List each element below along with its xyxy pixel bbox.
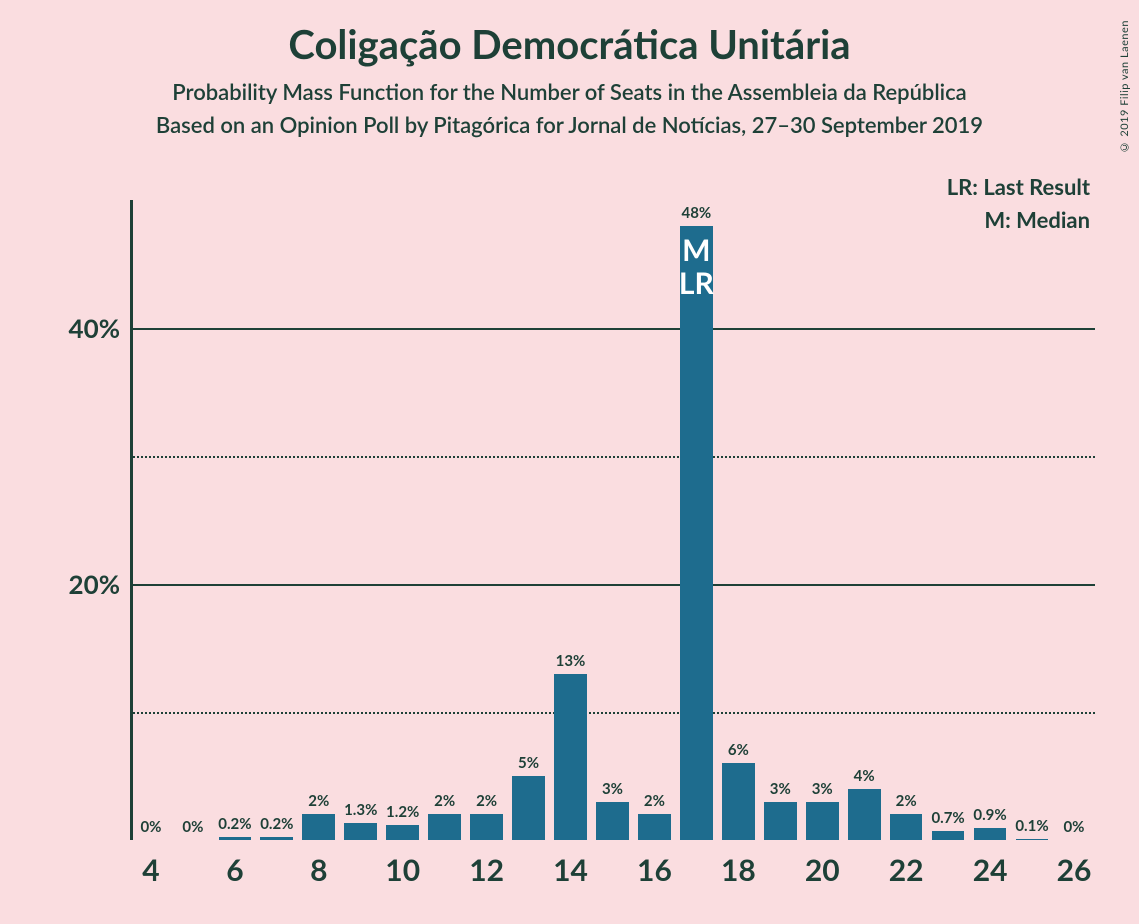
bar-slot: 48% MLR bbox=[675, 200, 717, 840]
chart-area: LR: Last Result M: Median 0%0%0.2%0.2%2%… bbox=[60, 170, 1110, 890]
title-block: Coligação Democrática Unitária Probabili… bbox=[0, 0, 1139, 138]
x-tick-label: 12 bbox=[469, 852, 504, 888]
bar-value-label: 1.2% bbox=[386, 803, 419, 821]
bar-value-label: 13% bbox=[556, 652, 586, 670]
x-tick-label: 10 bbox=[385, 852, 420, 888]
bar-slot: 6% bbox=[717, 200, 759, 840]
x-tick-label: 26 bbox=[1057, 852, 1092, 888]
bar: 0.1% bbox=[1016, 839, 1049, 840]
bar: 3% bbox=[806, 802, 839, 840]
bar-slot: 2% bbox=[885, 200, 927, 840]
bar-value-label: 0% bbox=[182, 818, 203, 836]
bar-slot: 0.1% bbox=[1011, 200, 1053, 840]
bar-slot: 4% bbox=[843, 200, 885, 840]
bar-value-label: 0.2% bbox=[218, 815, 251, 833]
bar-value-label: 0.9% bbox=[973, 806, 1006, 824]
chart-subtitle-2: Based on an Opinion Poll by Pitagórica f… bbox=[0, 111, 1139, 138]
bar-slot: 0% bbox=[1053, 200, 1095, 840]
bar: 0.9% bbox=[974, 828, 1007, 840]
x-tick-label: 24 bbox=[973, 852, 1008, 888]
bar-value-label: 2% bbox=[644, 792, 665, 810]
bar-slot: 0.2% bbox=[214, 200, 256, 840]
bar-value-label: 4% bbox=[854, 767, 875, 785]
x-tick-label: 8 bbox=[310, 852, 327, 888]
bar-slot: 0.7% bbox=[927, 200, 969, 840]
bar-value-label: 2% bbox=[308, 792, 329, 810]
x-tick-label: 16 bbox=[637, 852, 672, 888]
bar-value-label: 2% bbox=[434, 792, 455, 810]
bar-slot: 1.3% bbox=[340, 200, 382, 840]
bar-value-label: 3% bbox=[812, 780, 833, 798]
bar-slot: 13% bbox=[550, 200, 592, 840]
chart-subtitle-1: Probability Mass Function for the Number… bbox=[0, 78, 1139, 105]
bar: 2% bbox=[470, 814, 503, 840]
bar-slot: 0.9% bbox=[969, 200, 1011, 840]
bar: 3% bbox=[596, 802, 629, 840]
bar-value-label: 0.7% bbox=[931, 809, 964, 827]
bar-slot: 1.2% bbox=[382, 200, 424, 840]
plot-region: 0% 0% 0.2% 0.2% 2% 1.3% 1.2% 2% 2% 5% 13% 3% 2% 48% ML… bbox=[130, 200, 1095, 840]
copyright-text: © 2019 Filip van Laenen bbox=[1118, 20, 1131, 153]
bar-slot: 0.2% bbox=[256, 200, 298, 840]
bar-value-label: 6% bbox=[728, 741, 749, 759]
bar: 13% bbox=[554, 674, 587, 840]
y-tick-label: 40% bbox=[60, 312, 120, 344]
bar-slot: 0% bbox=[172, 200, 214, 840]
bars-container: 0% 0% 0.2% 0.2% 2% 1.3% 1.2% 2% 2% 5% 13% 3% 2% 48% ML… bbox=[130, 200, 1095, 840]
bar: 2% bbox=[428, 814, 461, 840]
bar: 0.7% bbox=[932, 831, 965, 840]
bar-value-label: 3% bbox=[770, 780, 791, 798]
x-tick-label: 20 bbox=[805, 852, 840, 888]
bar-slot: 2% bbox=[633, 200, 675, 840]
bar-value-label: 0% bbox=[1063, 818, 1084, 836]
bar-value-label: 2% bbox=[476, 792, 497, 810]
bar-value-label: 5% bbox=[518, 754, 539, 772]
bar-value-label: 2% bbox=[896, 792, 917, 810]
bar-value-label: 48% bbox=[682, 204, 712, 222]
bar: 5% bbox=[512, 776, 545, 840]
bar: 4% bbox=[848, 789, 881, 840]
bar: 1.3% bbox=[344, 823, 377, 840]
y-tick-label: 20% bbox=[60, 568, 120, 600]
x-tick-label: 6 bbox=[226, 852, 243, 888]
x-tick-label: 14 bbox=[553, 852, 588, 888]
bar-slot: 5% bbox=[508, 200, 550, 840]
x-tick-label: 4 bbox=[142, 852, 159, 888]
legend-lr: LR: Last Result bbox=[947, 170, 1090, 203]
bar-slot: 2% bbox=[466, 200, 508, 840]
bar: 0.2% bbox=[260, 837, 293, 840]
bar: 3% bbox=[764, 802, 797, 840]
bar-slot: 2% bbox=[424, 200, 466, 840]
bar-value-label: 0.2% bbox=[260, 815, 293, 833]
bar: 2% bbox=[302, 814, 335, 840]
bar-slot: 0% bbox=[130, 200, 172, 840]
bar: 2% bbox=[638, 814, 671, 840]
bar: 1.2% bbox=[386, 825, 419, 840]
bar-slot: 2% bbox=[298, 200, 340, 840]
x-tick-label: 18 bbox=[721, 852, 756, 888]
bar-slot: 3% bbox=[801, 200, 843, 840]
chart-title: Coligação Democrática Unitária bbox=[0, 20, 1139, 68]
bar-value-label: 3% bbox=[602, 780, 623, 798]
x-tick-label: 22 bbox=[889, 852, 924, 888]
bar: 2% bbox=[890, 814, 923, 840]
bar-value-label: 1.3% bbox=[344, 801, 377, 819]
bar-value-label: 0.1% bbox=[1015, 817, 1048, 835]
bar-value-label: 0% bbox=[140, 818, 161, 836]
bar: 48%MLR bbox=[680, 226, 713, 840]
bar: 0.2% bbox=[219, 837, 252, 840]
bar-slot: 3% bbox=[591, 200, 633, 840]
bar-marker: MLR bbox=[679, 234, 714, 300]
bar-slot: 3% bbox=[759, 200, 801, 840]
bar: 6% bbox=[722, 763, 755, 840]
